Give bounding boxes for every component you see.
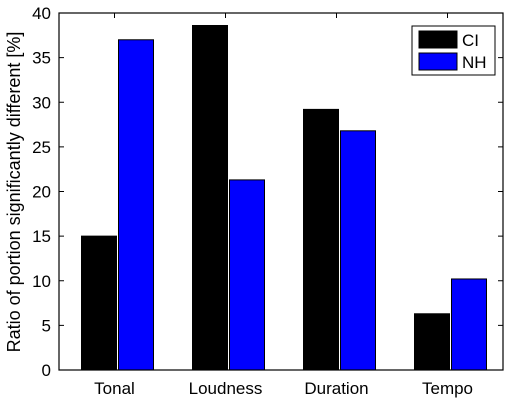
y-tick-label: 25 [32, 138, 51, 157]
x-tick-label-loudness: Loudness [189, 379, 263, 398]
y-axis-title: Ratio of portion significantly different… [4, 32, 24, 353]
bar-ci-tonal [81, 235, 117, 371]
bar-ci-duration [303, 108, 339, 371]
bars-group [81, 24, 487, 371]
y-tick-label: 35 [32, 49, 51, 68]
y-tick-label: 30 [32, 93, 51, 112]
bar-ci-loudness [192, 24, 228, 371]
y-tick-label: 5 [42, 316, 51, 335]
y-tick-label: 20 [32, 183, 51, 202]
y-tick-label: 15 [32, 227, 51, 246]
y-axis: 0 5 10 15 20 25 30 35 40 [32, 4, 503, 380]
x-tick-label-duration: Duration [304, 379, 368, 398]
x-axis: Tonal Loudness Duration Tempo [94, 13, 473, 398]
legend: CI NH [411, 25, 496, 76]
bar-nh-tonal [118, 39, 154, 371]
legend-label-nh: NH [462, 53, 487, 72]
y-tick-label: 40 [32, 4, 51, 23]
legend-swatch-nh [418, 52, 458, 71]
bar-nh-duration [340, 130, 376, 371]
y-tick-label: 0 [42, 361, 51, 380]
bar-nh-tempo [451, 278, 487, 371]
x-tick-label-tempo: Tempo [422, 379, 473, 398]
bar-nh-loudness [229, 179, 265, 371]
y-tick-label: 10 [32, 272, 51, 291]
x-tick-label-tonal: Tonal [94, 379, 135, 398]
legend-label-ci: CI [462, 31, 479, 50]
legend-swatch-ci [418, 30, 458, 49]
bar-ci-tempo [414, 313, 450, 371]
